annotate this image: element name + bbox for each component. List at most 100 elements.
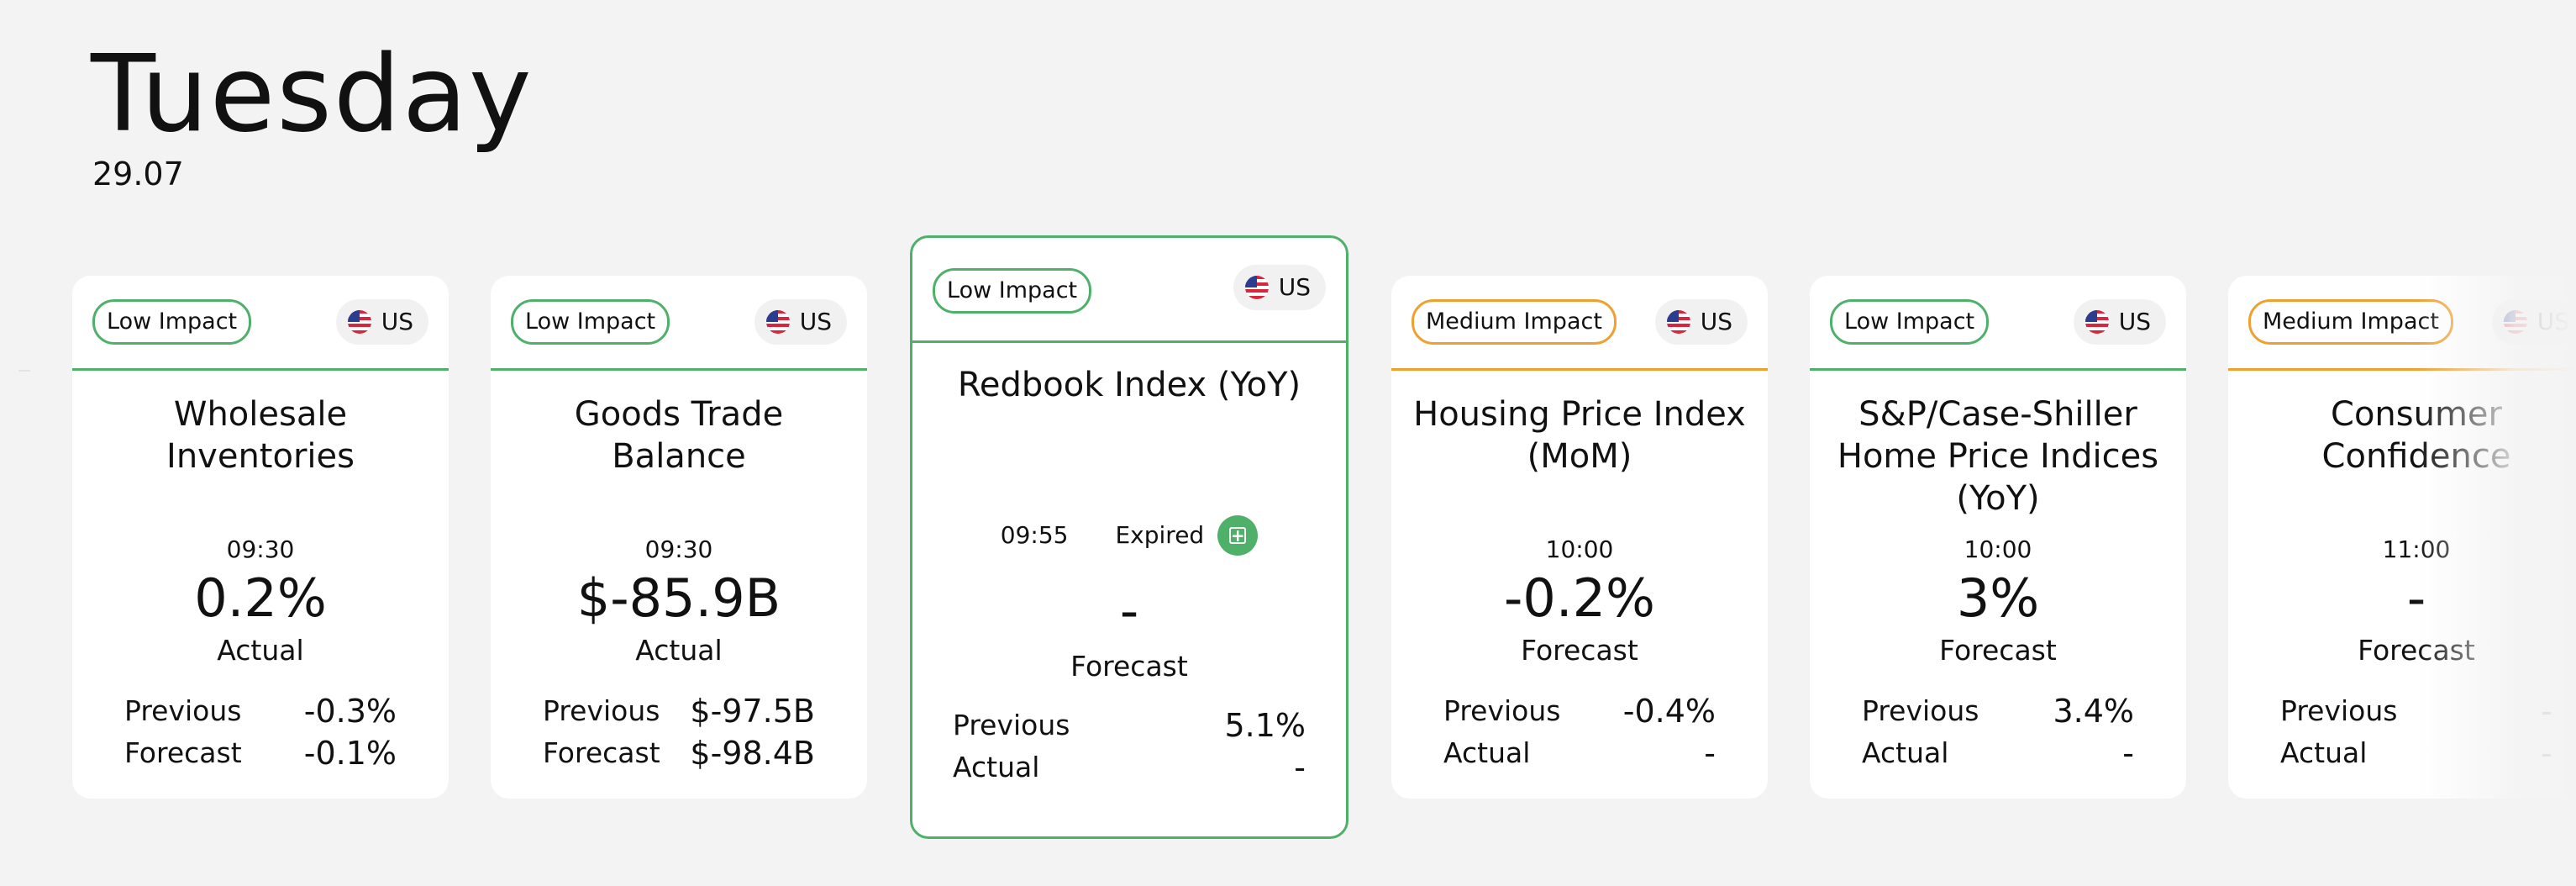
country-pill: US — [1654, 299, 1748, 345]
stat-row-actual: Actual - — [953, 749, 1306, 786]
card-header: Low Impact US — [72, 276, 449, 371]
main-value: $-85.9B — [576, 567, 781, 629]
country-code: US — [2118, 308, 2151, 335]
us-flag-icon — [765, 310, 790, 334]
stat-label: Actual — [953, 751, 1040, 783]
stat-row-actual: Actual - — [1443, 735, 1716, 772]
main-value-label: Forecast — [1070, 650, 1188, 683]
event-time: 09:30 — [644, 535, 713, 563]
impact-badge: Low Impact — [511, 299, 670, 345]
stat-label: Previous — [2280, 694, 2398, 727]
main-value-label: Forecast — [1939, 634, 2057, 667]
status-label: Expired — [1115, 521, 1205, 549]
stat-value: -0.3% — [303, 693, 397, 730]
stat-label: Previous — [953, 709, 1070, 741]
event-title: Wholesale Inventories — [166, 395, 355, 476]
impact-badge: Low Impact — [933, 268, 1092, 314]
stat-value: $-98.4B — [690, 735, 815, 772]
stat-value: - — [2541, 735, 2552, 772]
main-value-label: Actual — [635, 634, 723, 667]
add-to-calendar-icon[interactable] — [1217, 515, 1259, 556]
stat-row-previous: Previous 3.4% — [1862, 693, 2134, 730]
event-meta: 09:55 Expired — [912, 515, 1346, 556]
event-title: Housing Price Index (MoM) — [1413, 395, 1746, 476]
stat-row-forecast: Forecast $-98.4B — [543, 735, 815, 772]
stat-row-actual: Actual - — [1862, 735, 2134, 772]
stat-value: - — [1294, 749, 1306, 786]
event-time: 09:30 — [226, 535, 295, 563]
country-code: US — [1278, 273, 1311, 301]
stat-label: Previous — [543, 694, 660, 727]
stat-value: - — [2541, 693, 2552, 730]
main-value: 0.2% — [194, 567, 327, 629]
impact-badge: Medium Impact — [2248, 299, 2453, 345]
card-header: Medium Impact US — [2228, 276, 2576, 371]
main-value: - — [2406, 567, 2426, 629]
main-value-label: Forecast — [2358, 634, 2475, 667]
day-date: 29.07 — [92, 156, 184, 192]
stat-label: Previous — [124, 694, 242, 727]
main-value: - — [1119, 580, 1139, 641]
impact-badge: Low Impact — [92, 299, 252, 345]
stat-label: Actual — [1862, 736, 1949, 769]
event-title: Redbook Index (YoY) — [957, 366, 1301, 404]
event-card-case-shiller[interactable]: Low Impact US S&P/Case-Shiller Home Pric… — [1810, 276, 2186, 799]
country-pill: US — [1233, 265, 1326, 310]
event-card-wholesale-inventories[interactable]: Low Impact US Wholesale Inventories 09:3… — [72, 276, 449, 799]
us-flag-icon — [1244, 276, 1269, 299]
stat-label: Actual — [1443, 736, 1531, 769]
stat-value: -0.1% — [303, 735, 397, 772]
event-title: Goods Trade Balance — [574, 395, 784, 476]
event-time: 10:00 — [1964, 535, 2032, 563]
us-flag-icon — [347, 310, 371, 334]
country-code: US — [381, 308, 413, 335]
stat-row-previous: Previous -0.3% — [124, 693, 397, 730]
card-header: Low Impact US — [1810, 276, 2186, 371]
country-code: US — [1700, 308, 1732, 335]
stat-row-forecast: Forecast -0.1% — [124, 735, 397, 772]
stat-value: 5.1% — [1224, 707, 1306, 744]
country-pill: US — [2073, 299, 2166, 345]
previous-card-edge — [18, 370, 30, 372]
stat-row-previous: Previous - — [2280, 693, 2552, 730]
stat-row-previous: Previous -0.4% — [1443, 693, 1716, 730]
event-title: Consumer Confidence — [2321, 395, 2511, 476]
stat-value: $-97.5B — [690, 693, 815, 730]
main-value: 3% — [1956, 567, 2040, 629]
impact-badge: Medium Impact — [1412, 299, 1617, 345]
country-pill: US — [2491, 299, 2576, 345]
stat-value: -0.4% — [1622, 693, 1716, 730]
country-pill: US — [754, 299, 847, 345]
stat-label: Previous — [1862, 694, 1979, 727]
event-card-redbook-index[interactable]: Low Impact US Redbook Index (YoY) 09:55 … — [910, 235, 1348, 839]
stat-label: Forecast — [543, 736, 660, 769]
stat-value: - — [2122, 735, 2134, 772]
us-flag-icon — [1666, 310, 1690, 334]
stat-value: 3.4% — [2053, 693, 2134, 730]
us-flag-icon — [2503, 310, 2527, 334]
day-title: Tuesday — [91, 32, 534, 156]
event-title: S&P/Case-Shiller Home Price Indices (YoY… — [1837, 395, 2159, 518]
main-value-label: Actual — [217, 634, 304, 667]
stat-row-previous: Previous $-97.5B — [543, 693, 815, 730]
event-card-goods-trade-balance[interactable]: Low Impact US Goods Trade Balance 09:30 … — [491, 276, 867, 799]
main-value: -0.2% — [1504, 567, 1655, 629]
main-value-label: Forecast — [1521, 634, 1638, 667]
country-code: US — [799, 308, 832, 335]
event-time: 09:55 — [1000, 521, 1069, 549]
stat-value: - — [1704, 735, 1716, 772]
stat-row-previous: Previous 5.1% — [953, 707, 1306, 744]
stat-label: Actual — [2280, 736, 2368, 769]
country-code: US — [2537, 308, 2569, 335]
event-card-housing-price-index[interactable]: Medium Impact US Housing Price Index (Mo… — [1391, 276, 1768, 799]
card-header: Low Impact US — [491, 276, 867, 371]
country-pill: US — [335, 299, 428, 345]
card-header: Medium Impact US — [1391, 276, 1768, 371]
event-time: 11:00 — [2382, 535, 2451, 563]
stat-label: Forecast — [124, 736, 242, 769]
stat-label: Previous — [1443, 694, 1561, 727]
us-flag-icon — [2084, 310, 2109, 334]
event-card-consumer-confidence[interactable]: Medium Impact US Consumer Confidence 11:… — [2228, 276, 2576, 799]
stat-row-actual: Actual - — [2280, 735, 2552, 772]
